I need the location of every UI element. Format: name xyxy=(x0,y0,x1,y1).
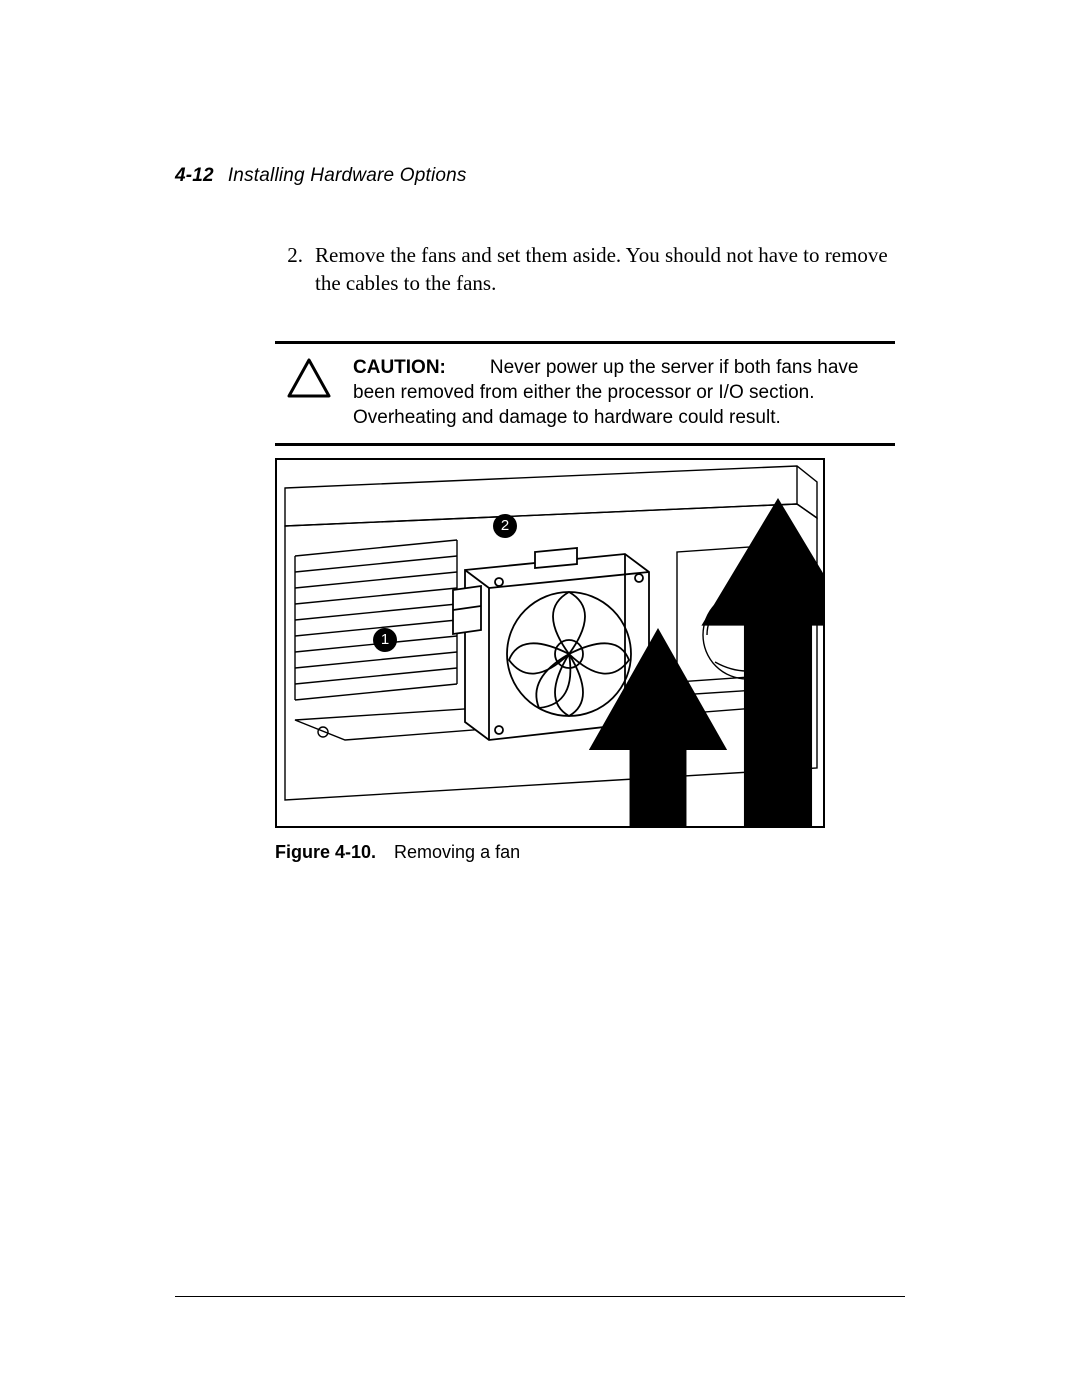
caution-label: CAUTION: xyxy=(353,357,446,378)
callout-bubble: 2 xyxy=(493,514,517,538)
footer-rule xyxy=(175,1296,905,1297)
caution-box: CAUTION:Never power up the server if bot… xyxy=(275,341,895,445)
running-header: 4-12 Installing Hardware Options xyxy=(175,165,905,187)
step-text: Remove the fans and set them aside. You … xyxy=(315,242,895,297)
figure: 1 2 Figure 4-10. Removing a fan xyxy=(275,458,895,863)
document-page: 4-12 Installing Hardware Options 2. Remov… xyxy=(0,0,1080,1397)
callout-bubble: 1 xyxy=(373,628,397,652)
arrow-up-icon xyxy=(505,498,825,828)
step-item: 2. Remove the fans and set them aside. Y… xyxy=(275,242,895,297)
section-title: Installing Hardware Options xyxy=(228,165,467,186)
body-content: 2. Remove the fans and set them aside. Y… xyxy=(275,242,895,863)
page-number: 4-12 xyxy=(175,165,214,186)
figure-label: Figure 4-10. xyxy=(275,842,376,862)
figure-frame: 1 2 xyxy=(275,458,825,828)
figure-caption: Figure 4-10. Removing a fan xyxy=(275,842,895,863)
figure-caption-text: Removing a fan xyxy=(394,842,520,862)
caution-icon xyxy=(275,356,343,398)
step-number: 2. xyxy=(275,242,303,297)
caution-message: CAUTION:Never power up the server if bot… xyxy=(343,356,895,430)
callout-number: 1 xyxy=(381,631,389,648)
callout-number: 2 xyxy=(501,517,509,534)
